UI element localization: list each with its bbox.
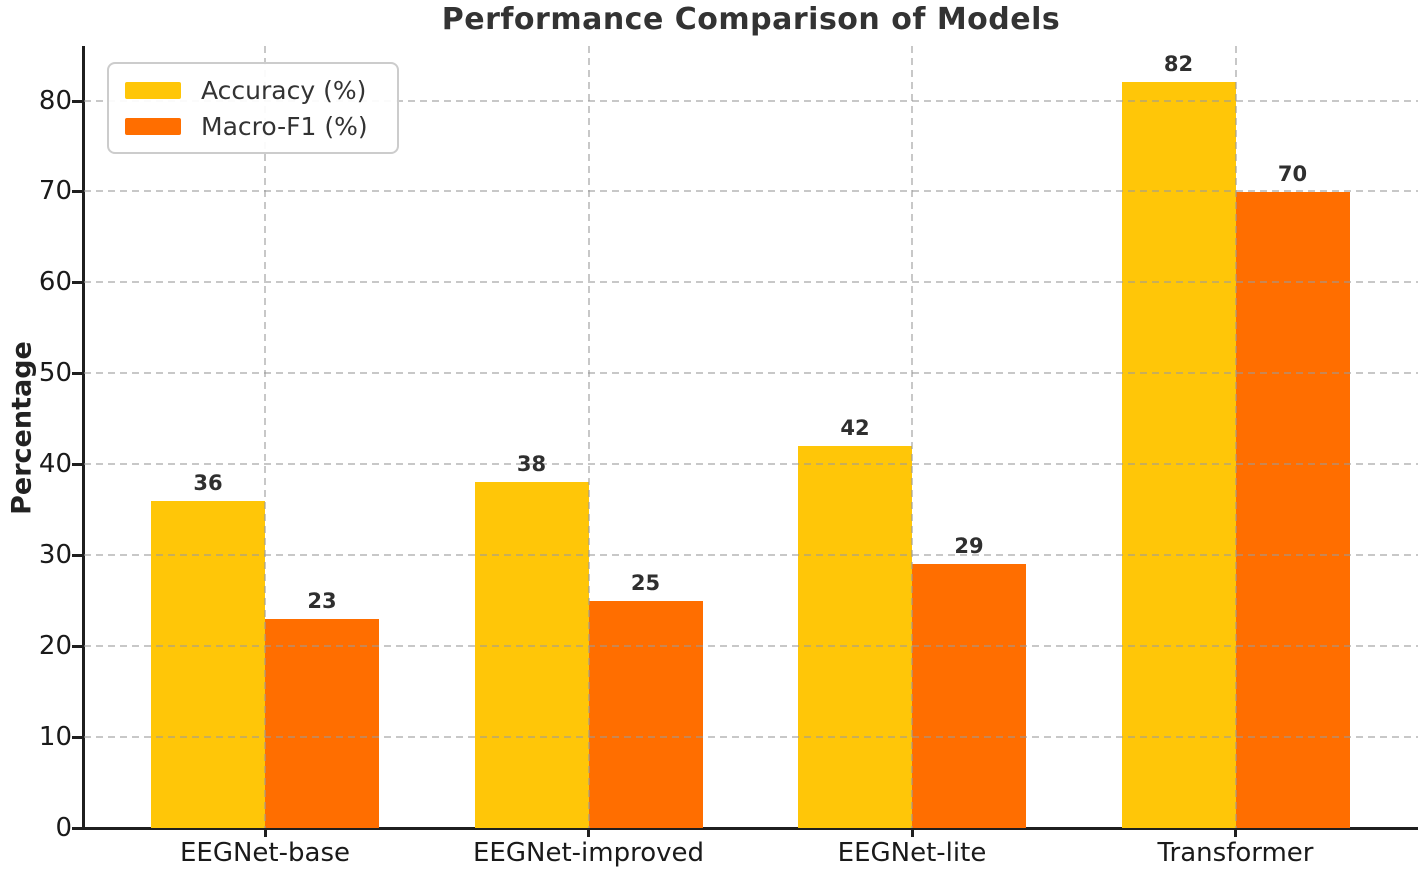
bar-value-macro-f1-eegnet-improved: 25 — [630, 570, 661, 595]
y-tick-0 — [72, 827, 82, 830]
bar-value-accuracy-eegnet-improved: 38 — [516, 452, 547, 477]
chart-title: Performance Comparison of Models — [441, 2, 1061, 37]
y-tick-40 — [72, 463, 82, 467]
x-tick-eegnet-base — [263, 827, 267, 837]
y-tick-10 — [72, 736, 82, 740]
legend-label-macro-f1: Macro-F1 (%) — [201, 111, 368, 141]
bar-accuracy-eegnet-improved — [474, 482, 589, 828]
y-tick-30 — [72, 554, 82, 558]
legend-swatch-macro-f1 — [125, 117, 181, 135]
y-tick-50 — [72, 372, 82, 376]
bar-macro-f1-eegnet-lite — [912, 564, 1026, 828]
x-tick-label-eegnet-base: EEGNet-base — [179, 838, 350, 868]
bar-value-accuracy-eegnet-lite: 42 — [840, 416, 870, 441]
x-tick-eegnet-improved — [587, 827, 590, 837]
x-tick-label-eegnet-improved: EEGNet-improved — [473, 838, 704, 868]
x-tick-transformer — [1234, 827, 1237, 837]
y-tick-label-40: 40 — [38, 449, 72, 480]
y-tick-label-20: 20 — [38, 631, 72, 662]
legend-item-accuracy: Accuracy (%) — [125, 76, 381, 105]
y-tick-label-0: 0 — [55, 813, 72, 843]
legend-label-accuracy: Accuracy (%) — [201, 75, 367, 105]
legend-swatch-accuracy — [125, 81, 181, 99]
y-tick-label-70: 70 — [38, 176, 72, 207]
legend: Accuracy (%) Macro-F1 (%) — [107, 62, 399, 154]
x-tick-label-eegnet-lite: EEGNet-lite — [837, 838, 987, 868]
bar-macro-f1-eegnet-base — [265, 618, 379, 828]
x-tick-eegnet-lite — [910, 827, 914, 837]
bar-accuracy-transformer — [1121, 82, 1236, 828]
bar-accuracy-eegnet-lite — [798, 446, 912, 828]
y-tick-label-10: 10 — [38, 722, 72, 753]
y-tick-70 — [72, 190, 82, 194]
legend-item-macro-f1: Macro-F1 (%) — [125, 112, 381, 141]
bar-accuracy-eegnet-base — [151, 500, 265, 828]
bar-value-accuracy-eegnet-base: 36 — [193, 470, 223, 495]
x-axis-line — [82, 827, 1418, 830]
bar-macro-f1-eegnet-improved — [588, 600, 703, 828]
bar-value-macro-f1-transformer: 70 — [1277, 161, 1308, 186]
y-tick-label-50: 50 — [38, 358, 72, 389]
plot-area: 36 23 38 25 42 29 82 70 — [84, 46, 1418, 828]
bar-value-accuracy-transformer: 82 — [1163, 52, 1194, 77]
bar-macro-f1-transformer — [1235, 191, 1350, 828]
y-tick-80 — [72, 99, 82, 103]
y-tick-label-80: 80 — [38, 85, 72, 116]
y-tick-label-60: 60 — [38, 267, 72, 298]
y-axis-line — [82, 46, 85, 830]
y-tick-60 — [72, 281, 82, 285]
bar-value-macro-f1-eegnet-base: 23 — [307, 588, 337, 613]
bar-value-macro-f1-eegnet-lite: 29 — [954, 534, 984, 559]
y-tick-label-30: 30 — [38, 540, 72, 571]
y-tick-20 — [72, 645, 82, 649]
x-tick-label-transformer: Transformer — [1157, 838, 1314, 868]
